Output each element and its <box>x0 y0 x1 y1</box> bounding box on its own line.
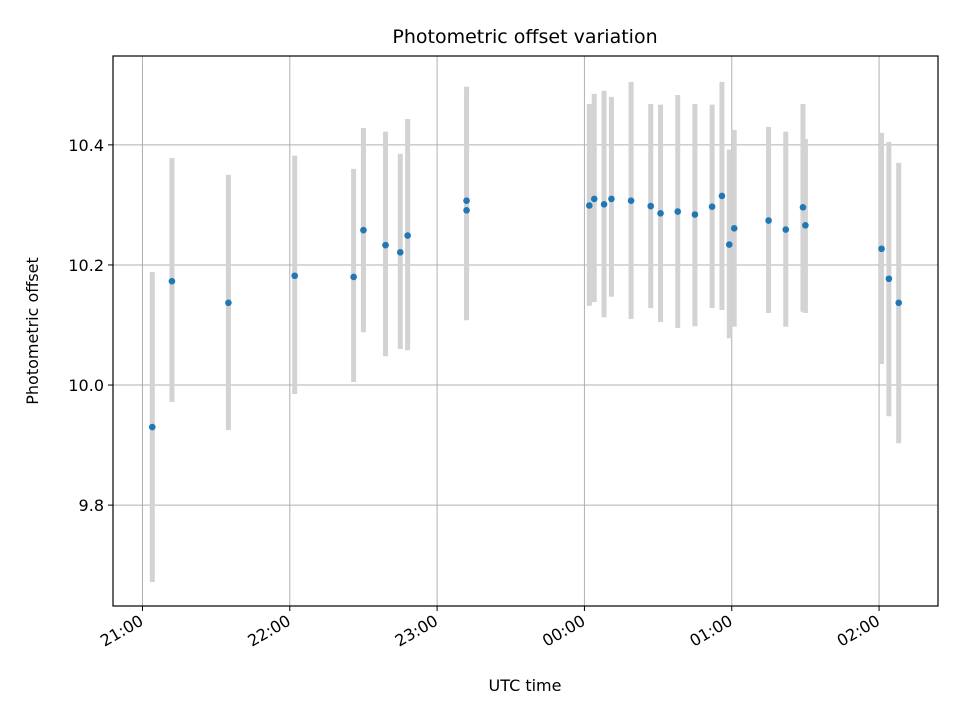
data-point <box>878 245 885 253</box>
data-point <box>463 197 470 205</box>
y-tick-label: 10.4 <box>68 136 104 155</box>
data-point <box>627 197 635 205</box>
data-point <box>765 217 772 224</box>
data-point <box>225 299 232 307</box>
plot-frame <box>112 55 939 607</box>
data-point <box>600 201 608 208</box>
y-axis: 9.8 10.0 10.2 10.4 <box>68 136 113 515</box>
point-layer <box>148 192 903 431</box>
chart-title: Photometric offset variation <box>392 26 657 48</box>
data-point <box>396 249 404 256</box>
data-point <box>168 277 176 285</box>
data-point <box>799 204 807 211</box>
data-point <box>463 207 470 214</box>
data-point <box>360 226 367 234</box>
data-point <box>782 226 790 233</box>
data-point <box>708 203 716 211</box>
data-point <box>691 211 699 218</box>
data-point <box>730 225 738 232</box>
y-tick-label: 10.0 <box>68 376 104 395</box>
data-point <box>885 275 893 283</box>
data-point <box>590 195 598 203</box>
data-point <box>148 423 156 431</box>
data-point <box>404 232 411 239</box>
x-axis-label: UTC time <box>489 676 562 695</box>
y-tick-label: 10.2 <box>68 256 104 275</box>
data-point <box>657 210 664 217</box>
data-point <box>895 299 903 307</box>
data-point <box>291 272 298 280</box>
y-tick-label: 9.8 <box>79 496 104 515</box>
data-point <box>802 222 809 229</box>
data-point <box>608 195 615 203</box>
data-point <box>725 241 733 248</box>
data-point <box>382 241 389 249</box>
data-point <box>718 192 726 200</box>
data-point <box>674 208 682 215</box>
data-point <box>647 202 655 210</box>
data-point <box>350 273 357 281</box>
y-axis-label: Photometric offset <box>23 257 42 405</box>
data-point <box>586 202 593 209</box>
